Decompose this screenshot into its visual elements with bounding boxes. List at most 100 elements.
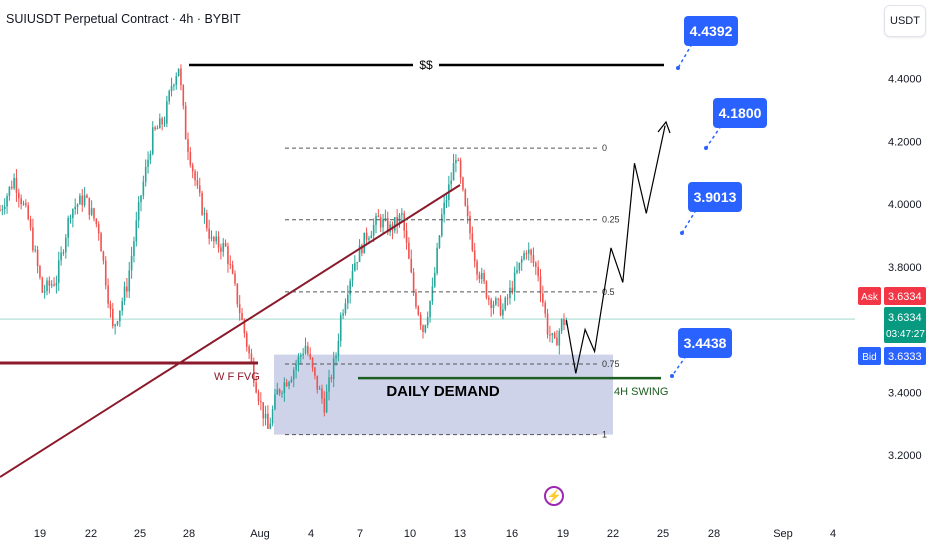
candle-body	[300, 355, 302, 357]
candle-body	[41, 277, 44, 293]
candle-body	[410, 258, 413, 273]
candle-body	[6, 195, 8, 207]
candle-body	[328, 377, 330, 392]
candle-body	[121, 301, 123, 311]
candle-body	[175, 76, 178, 86]
candle-body	[455, 160, 457, 164]
candle-body	[551, 333, 554, 336]
chart-title: SUIUSDT Perpetual Contract · 4h · BYBIT	[6, 12, 241, 26]
candle-body	[314, 367, 316, 376]
x-tick-label: 16	[506, 528, 518, 540]
candle-body	[476, 261, 478, 275]
candle-body	[231, 264, 234, 274]
callout-dot	[680, 231, 684, 235]
candle-body	[542, 293, 544, 303]
candle-body	[466, 205, 469, 217]
candle-body	[83, 195, 86, 206]
candle-body	[15, 177, 18, 193]
swing-label: 4H SWING	[614, 386, 668, 398]
y-tick-label: 4.0000	[888, 199, 922, 211]
x-tick-label: 28	[708, 528, 720, 540]
candle-body	[74, 206, 76, 210]
candle-body	[250, 353, 253, 363]
candle-body	[260, 401, 262, 403]
candle-body	[302, 353, 304, 356]
candle-body	[278, 389, 281, 394]
candle-body	[215, 236, 217, 242]
candle-body	[81, 195, 84, 206]
candle-body	[262, 402, 264, 419]
candle-body	[429, 301, 431, 318]
candle-body	[140, 195, 142, 203]
candle-body	[130, 255, 133, 271]
candle-body	[76, 204, 79, 207]
bid-price-box	[884, 347, 926, 365]
candle-body	[53, 284, 55, 286]
candle-body	[504, 297, 507, 310]
candle-body	[332, 358, 335, 379]
candle-body	[48, 280, 51, 286]
candle-body	[497, 298, 499, 300]
callout-label: 3.9013	[694, 189, 737, 205]
candle-body	[116, 321, 119, 325]
candle-body	[10, 186, 13, 189]
flash-icon[interactable]: ⚡	[544, 486, 564, 506]
candle-body	[29, 218, 32, 228]
candle-body	[297, 356, 300, 365]
candle-body	[8, 186, 11, 196]
candle-body	[27, 205, 29, 219]
candle-body	[321, 388, 323, 399]
candle-body	[433, 273, 436, 287]
candle-body	[316, 375, 319, 390]
candle-body	[532, 254, 535, 263]
candle-body	[330, 377, 333, 379]
candle-body	[520, 259, 523, 263]
candle-body	[22, 203, 25, 205]
candle-body	[224, 243, 227, 247]
candle-body	[67, 218, 69, 238]
candle-body	[518, 262, 521, 271]
candle-body	[377, 215, 380, 218]
candle-body	[191, 164, 194, 172]
candle-body	[57, 260, 60, 283]
candle-body	[537, 266, 539, 277]
candle-body	[351, 270, 354, 281]
candle-body	[65, 237, 67, 253]
candle-body	[356, 262, 358, 264]
callout-leader	[677, 43, 693, 69]
candle-body	[187, 139, 189, 153]
callout-dot	[670, 374, 674, 378]
candle-body	[344, 303, 347, 314]
candle-body	[382, 219, 384, 228]
candle-body	[180, 68, 182, 86]
candle-body	[396, 217, 398, 225]
candle-body	[513, 272, 516, 292]
fib-label: 0.25	[602, 215, 620, 225]
currency-button[interactable]: USDT	[884, 5, 926, 37]
candle-body	[248, 346, 250, 354]
candle-body	[426, 317, 429, 326]
candle-body	[203, 213, 206, 215]
candle-body	[182, 85, 185, 106]
candle-body	[459, 160, 462, 178]
y-tick-label: 4.2000	[888, 136, 922, 148]
fib-label: 0	[602, 143, 607, 153]
candle-body	[126, 286, 128, 292]
bid-tag	[858, 347, 881, 365]
candle-body	[405, 230, 408, 243]
candle-body	[156, 128, 159, 130]
callout-box	[713, 98, 767, 128]
candle-body	[292, 370, 295, 380]
candle-body	[337, 340, 340, 356]
candle-body	[151, 127, 154, 154]
projection-path	[565, 125, 666, 374]
candle-body	[20, 198, 22, 205]
candle-body	[384, 217, 387, 220]
fib-label: 1	[602, 430, 607, 440]
candle-body	[3, 206, 6, 210]
candle-body	[480, 273, 483, 279]
candle-body	[462, 177, 464, 190]
candle-body	[499, 299, 502, 316]
candle-body	[535, 262, 537, 267]
